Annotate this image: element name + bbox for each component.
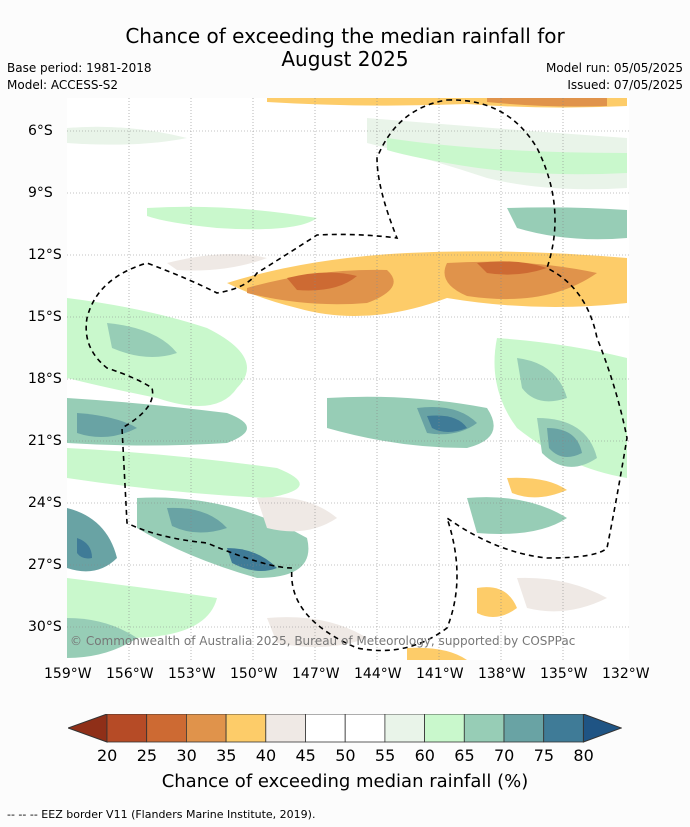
- lat-tick-label: 18°S: [28, 371, 62, 387]
- map-canvas: [67, 98, 629, 660]
- region-green-5: [67, 126, 187, 145]
- colorbar-tick-label: 75: [533, 746, 555, 765]
- colorbar-bin: [225, 714, 267, 743]
- colorbar-tick-label: 45: [295, 746, 316, 765]
- region-sw-teal-bottom: [67, 618, 137, 658]
- region-sw-blue: [167, 507, 227, 533]
- colorbar-tick-label: 25: [136, 746, 158, 765]
- region-east-teal: [517, 358, 567, 402]
- model-run-text: Model run: 05/05/2025: [545, 61, 683, 75]
- chart-title-line1: Chance of exceeding the median rainfall …: [125, 24, 565, 48]
- region-beige-2: [257, 497, 337, 532]
- colorbar-tick-label: 65: [454, 746, 475, 765]
- issued-text: Issued: 07/05/2025: [567, 78, 683, 92]
- lat-tick-label: 6°S: [28, 123, 53, 139]
- region-band-dark: [287, 272, 357, 291]
- lat-tick-label: 30°S: [28, 619, 62, 635]
- lat-tick-label: 12°S: [28, 247, 62, 263]
- lon-tick-label: 153°W: [168, 666, 216, 682]
- lat-tick-label: 24°S: [28, 495, 62, 511]
- region-central-dark: [427, 415, 467, 432]
- colorbar-high-extend: [582, 714, 622, 743]
- region-east-orange: [507, 477, 567, 498]
- lat-tick-label: 9°S: [28, 185, 53, 201]
- colorbar-tick-label: 40: [255, 746, 277, 765]
- lon-tick-label: 141°W: [416, 666, 464, 682]
- lon-tick-label: 156°W: [106, 666, 154, 682]
- region-beige-1: [167, 254, 267, 271]
- base-period-text: Base period: 1981-2018: [7, 61, 152, 75]
- colorbar-tick-label: 80: [573, 746, 594, 765]
- region-band-dark-2: [477, 261, 547, 275]
- region-east-orange-2: [477, 587, 517, 617]
- model-text: Model: ACCESS-S2: [7, 78, 119, 92]
- colorbar-tick-label: 70: [494, 746, 515, 765]
- lon-tick-label: 132°W: [602, 666, 650, 682]
- rainfall-map: [67, 98, 629, 660]
- lat-tick-label: 21°S: [28, 433, 62, 449]
- colorbar-tick-label: 30: [176, 746, 197, 765]
- colorbar-bin: [186, 714, 227, 743]
- colorbar-bin: [424, 714, 465, 743]
- eez-border: [85, 99, 628, 652]
- region-bottom-orange: [407, 647, 467, 660]
- lon-tick-label: 135°W: [540, 666, 588, 682]
- region-sw2-blue: [77, 538, 92, 559]
- colorbar-bin: [463, 714, 505, 743]
- colorbar-bin: [543, 714, 584, 743]
- colorbar: [68, 714, 622, 743]
- region-east-blue: [547, 428, 582, 457]
- eez-legend-text: -- -- -- EEZ border V11 (Flanders Marine…: [7, 808, 316, 821]
- colorbar-bin: [305, 714, 346, 743]
- colorbar-bin: [265, 714, 306, 743]
- region-beige-4: [267, 617, 367, 647]
- colorbar-bin: [106, 714, 148, 743]
- lat-tick-label: 27°S: [28, 557, 62, 573]
- copyright-text: © Commonwealth of Australia 2025, Bureau…: [70, 634, 576, 648]
- region-west-green-band: [67, 448, 300, 498]
- colorbar-bin: [384, 714, 425, 743]
- region-west-teal: [107, 323, 177, 357]
- chart-title-line2: August 2025: [281, 47, 409, 71]
- lon-tick-label: 147°W: [292, 666, 340, 682]
- lon-tick-label: 144°W: [354, 666, 402, 682]
- colorbar-tick-label: 35: [216, 746, 237, 765]
- region-band-mid-2: [444, 261, 597, 300]
- region-sw2-teal: [67, 508, 117, 572]
- colorbar-tick-label: 60: [414, 746, 435, 765]
- region-green-2: [387, 138, 627, 175]
- lon-tick-label: 150°W: [230, 666, 278, 682]
- region-east-green-2: [467, 497, 567, 534]
- gridlines: [67, 98, 629, 660]
- colorbar-tick-label: 50: [335, 746, 356, 765]
- colorbar-tick-label: 55: [374, 746, 396, 765]
- colorbar-bin: [146, 714, 187, 743]
- lat-tick-label: 15°S: [28, 309, 62, 325]
- colorbar-bin: [344, 714, 386, 743]
- region-green-3: [507, 207, 627, 240]
- region-green-4: [147, 206, 317, 230]
- colorbar-low-extend: [68, 714, 108, 743]
- lon-tick-label: 159°W: [44, 666, 92, 682]
- region-beige-3: [517, 577, 607, 612]
- lon-tick-label: 138°W: [478, 666, 526, 682]
- colorbar-bin: [503, 714, 545, 743]
- region-top-dark-orange: [487, 98, 607, 107]
- colorbar-title: Chance of exceeding median rainfall (%): [161, 771, 529, 792]
- colorbar-tick-label: 20: [97, 746, 118, 765]
